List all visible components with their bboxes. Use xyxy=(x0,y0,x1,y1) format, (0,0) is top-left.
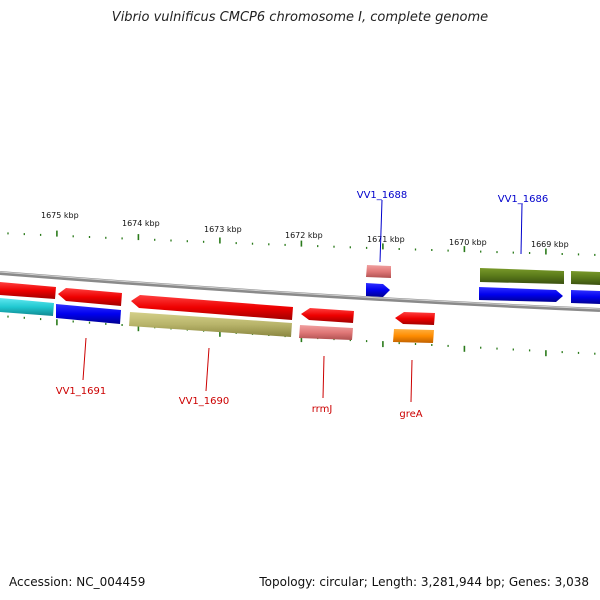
kbp-label-1669: 1669 kbp xyxy=(531,240,569,249)
feature-pink-small[interactable] xyxy=(366,265,391,278)
feature-arrow-red-rrmJ[interactable] xyxy=(301,308,354,323)
feature-olive-1[interactable] xyxy=(480,268,564,284)
gene-label-rrmj: rrmJ xyxy=(312,404,333,415)
kbp-label-1674: 1674 kbp xyxy=(122,219,160,228)
feature-arrow-red-greA[interactable] xyxy=(395,312,435,325)
feature-arrow-red-1690[interactable] xyxy=(131,295,293,320)
gene-label-vv1-1686: VV1_1686 xyxy=(498,194,549,205)
feature-arrow-blue-1686[interactable] xyxy=(479,287,563,302)
feature-olive-2[interactable] xyxy=(571,271,600,285)
feature-khaki[interactable] xyxy=(129,312,292,337)
kbp-label-1671: 1671 kbp xyxy=(367,235,405,244)
feature-arrow-blue-small[interactable] xyxy=(366,283,390,297)
leader-grea xyxy=(410,359,413,403)
kbp-label-1675: 1675 kbp xyxy=(41,211,79,220)
feature-blue-1[interactable] xyxy=(56,304,121,324)
feature-arrow-red-1[interactable] xyxy=(0,282,56,299)
kbp-label-1672: 1672 kbp xyxy=(285,231,323,240)
kbp-label-1673: 1673 kbp xyxy=(204,225,242,234)
kbp-label-1670: 1670 kbp xyxy=(449,238,487,247)
leader-vv1-1691 xyxy=(82,337,87,381)
accession-text: Accession: NC_004459 xyxy=(9,575,146,589)
gene-label-vv1-1690: VV1_1690 xyxy=(179,396,230,407)
genome-backbone-highlight xyxy=(0,271,600,310)
feature-orange[interactable] xyxy=(393,329,434,343)
genome-stats-text: Topology: circular; Length: 3,281,944 bp… xyxy=(259,575,589,589)
leader-rrmj xyxy=(322,355,325,399)
tick-row-top xyxy=(7,230,596,256)
gene-label-vv1-1688: VV1_1688 xyxy=(357,190,408,201)
leader-vv1-1690 xyxy=(205,347,210,392)
feature-cyan[interactable] xyxy=(0,298,54,316)
gene-label-grea: greA xyxy=(399,409,422,420)
gene-label-vv1-1691: VV1_1691 xyxy=(56,386,107,397)
feature-pink-rrmJ[interactable] xyxy=(299,325,353,340)
map-title: Vibrio vulnificus CMCP6 chromosome I, co… xyxy=(111,10,489,25)
feature-arrow-red-1691[interactable] xyxy=(58,288,122,306)
leader-vv1-1686 xyxy=(520,203,523,255)
feature-arrow-blue-right[interactable] xyxy=(571,290,600,304)
genome-backbone xyxy=(0,271,600,312)
leader-vv1-1688 xyxy=(379,199,383,263)
